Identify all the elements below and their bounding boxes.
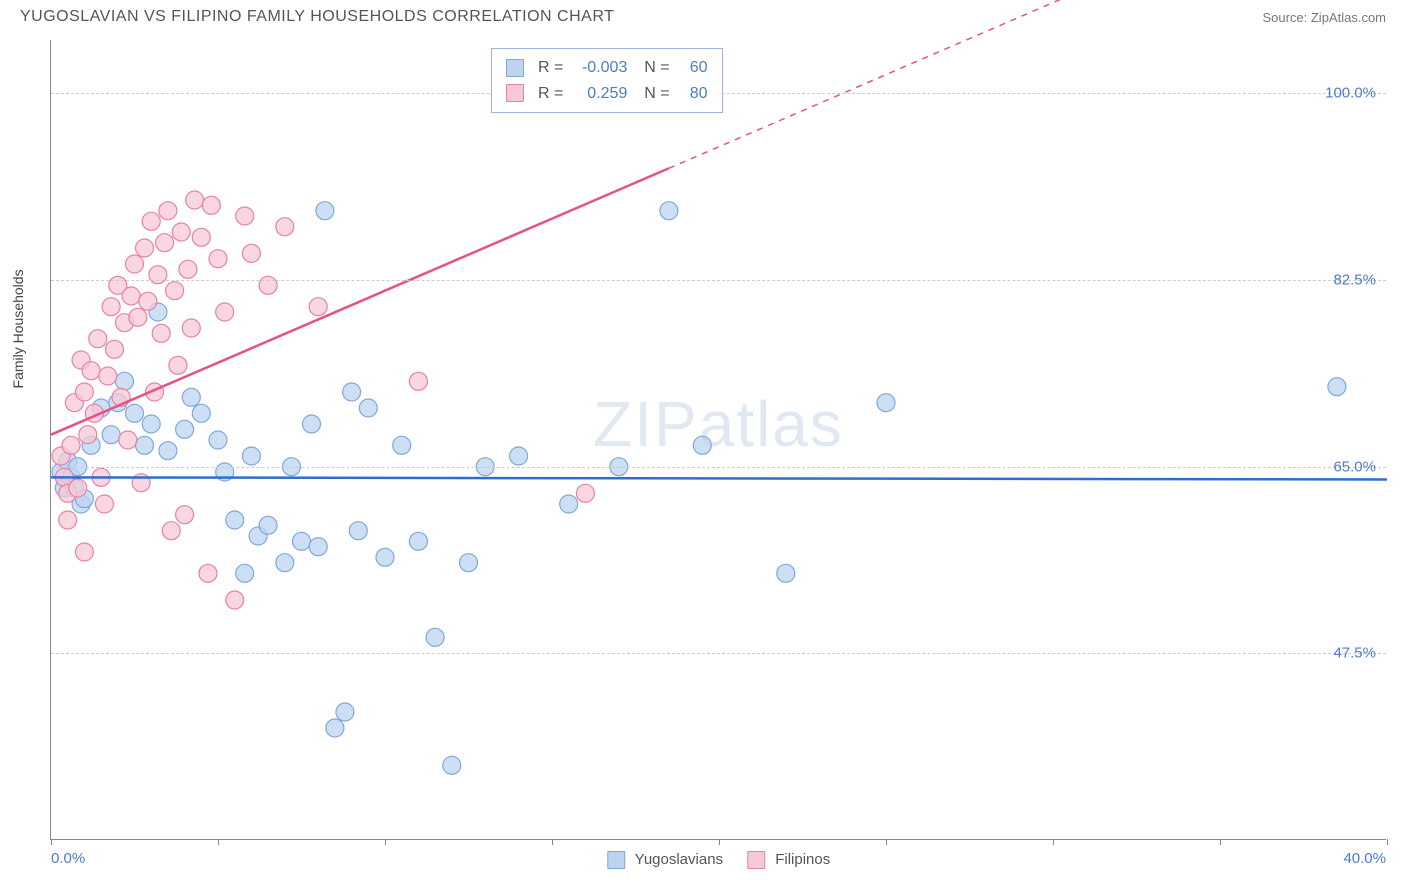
y-tick-label: 65.0% bbox=[1333, 458, 1376, 475]
x-axis-max-label: 40.0% bbox=[1343, 850, 1386, 867]
plot-area: ZIPatlas 47.5%65.0%82.5%100.0% 0.0% 40.0… bbox=[50, 40, 1386, 840]
gridline bbox=[51, 467, 1386, 468]
x-tick bbox=[51, 839, 52, 845]
r-value: -0.003 bbox=[571, 55, 627, 81]
x-tick bbox=[1053, 839, 1054, 845]
gridline bbox=[51, 653, 1386, 654]
source-label: Source: ZipAtlas.com bbox=[1262, 10, 1386, 25]
x-tick bbox=[886, 839, 887, 845]
x-tick bbox=[1220, 839, 1221, 845]
gridline bbox=[51, 280, 1386, 281]
correlation-row-1: R = -0.003 N = 60 bbox=[506, 55, 708, 81]
x-tick bbox=[552, 839, 553, 845]
n-label: N = bbox=[635, 81, 669, 107]
r-label: R = bbox=[538, 81, 563, 107]
y-tick-label: 100.0% bbox=[1325, 85, 1376, 102]
y-tick-label: 82.5% bbox=[1333, 272, 1376, 289]
n-value: 80 bbox=[678, 81, 708, 107]
x-axis-min-label: 0.0% bbox=[51, 850, 85, 867]
x-tick bbox=[218, 839, 219, 845]
legend-swatch-icon bbox=[747, 851, 765, 869]
n-value: 60 bbox=[678, 55, 708, 81]
y-tick-label: 47.5% bbox=[1333, 645, 1376, 662]
scatter-svg bbox=[51, 40, 1386, 839]
legend-swatch-icon bbox=[607, 851, 625, 869]
r-label: R = bbox=[538, 55, 563, 81]
x-tick bbox=[1387, 839, 1388, 845]
legend-swatch-icon bbox=[506, 84, 524, 102]
correlation-row-2: R = 0.259 N = 80 bbox=[506, 81, 708, 107]
legend-swatch-icon bbox=[506, 59, 524, 77]
y-axis-title: Family Households bbox=[10, 269, 26, 388]
legend-item-filipinos: Filipinos bbox=[747, 851, 830, 869]
legend-item-yugoslavians: Yugoslavians bbox=[607, 851, 723, 869]
legend-label: Filipinos bbox=[775, 851, 830, 868]
chart-container: Family Households ZIPatlas 47.5%65.0%82.… bbox=[50, 40, 1386, 840]
chart-title: YUGOSLAVIAN VS FILIPINO FAMILY HOUSEHOLD… bbox=[20, 8, 614, 26]
bottom-legend: Yugoslavians Filipinos bbox=[607, 851, 831, 869]
n-label: N = bbox=[635, 55, 669, 81]
r-value: 0.259 bbox=[571, 81, 627, 107]
correlation-legend: R = -0.003 N = 60 R = 0.259 N = 80 bbox=[491, 48, 723, 113]
legend-label: Yugoslavians bbox=[635, 851, 723, 868]
x-tick bbox=[385, 839, 386, 845]
x-tick bbox=[719, 839, 720, 845]
